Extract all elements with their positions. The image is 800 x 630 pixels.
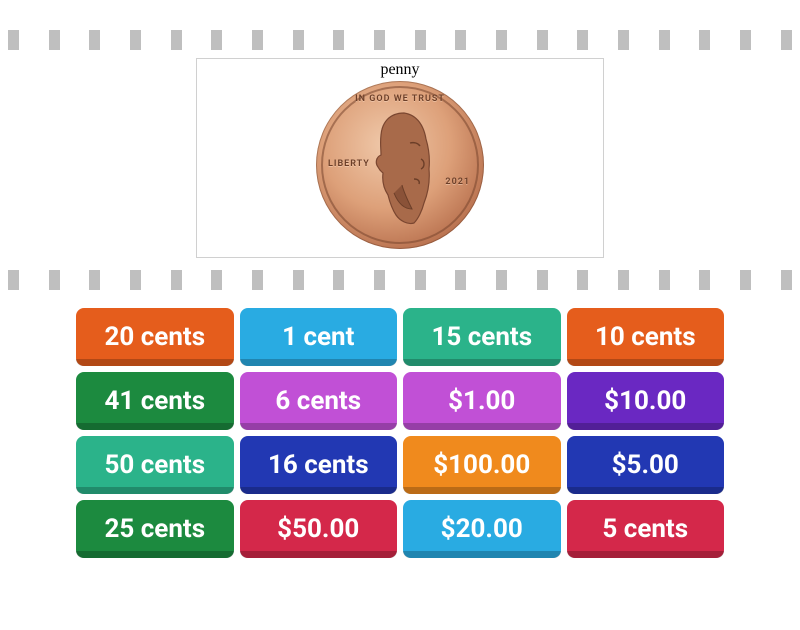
filmstrip-dash (455, 270, 466, 290)
filmstrip-top (0, 30, 800, 50)
answer-tile[interactable]: $5.00 (567, 436, 725, 494)
filmstrip-dash (537, 270, 548, 290)
answer-tile-label: $50.00 (277, 514, 359, 544)
answer-tile-label: 5 cents (602, 514, 688, 544)
filmstrip-dash (171, 270, 182, 290)
filmstrip-dash (781, 270, 792, 290)
answer-tile-label: $100.00 (433, 450, 530, 480)
answer-tile-label: 16 cents (268, 450, 369, 480)
filmstrip-dash (333, 270, 344, 290)
filmstrip-dash (8, 270, 19, 290)
answer-tile-label: $1.00 (448, 386, 515, 416)
filmstrip-dash (374, 270, 385, 290)
answer-tile-label: $20.00 (441, 514, 523, 544)
answer-tile[interactable]: 1 cent (240, 308, 398, 366)
filmstrip-dash (415, 270, 426, 290)
filmstrip-dash (252, 270, 263, 290)
answer-tile[interactable]: $10.00 (567, 372, 725, 430)
filmstrip-dash (252, 30, 263, 50)
answer-tile[interactable]: 20 cents (76, 308, 234, 366)
filmstrip-dash (781, 30, 792, 50)
filmstrip-dash (496, 30, 507, 50)
filmstrip-dash (49, 270, 60, 290)
answer-tile[interactable]: 16 cents (240, 436, 398, 494)
answer-tile[interactable]: $100.00 (403, 436, 561, 494)
answer-tile[interactable]: 6 cents (240, 372, 398, 430)
filmstrip-dash (171, 30, 182, 50)
filmstrip-dash (211, 30, 222, 50)
filmstrip-mid (0, 270, 800, 290)
answer-tile-label: $10.00 (604, 386, 686, 416)
filmstrip-dash (740, 270, 751, 290)
coin-year: 2021 (445, 177, 470, 187)
filmstrip-dash (415, 30, 426, 50)
answer-tile-label: 15 cents (431, 322, 532, 352)
filmstrip-dash (659, 30, 670, 50)
answer-tile-label: 10 cents (595, 322, 696, 352)
coin-motto: IN GOD WE TRUST (316, 94, 484, 104)
filmstrip-dash (496, 270, 507, 290)
answer-tile-label: 1 cent (282, 322, 354, 352)
filmstrip-dash (333, 30, 344, 50)
answer-tile-label: 41 cents (104, 386, 205, 416)
filmstrip-dash (8, 30, 19, 50)
filmstrip-dash (577, 30, 588, 50)
filmstrip-dash (293, 270, 304, 290)
filmstrip-dash (130, 270, 141, 290)
filmstrip-dash (740, 30, 751, 50)
filmstrip-dash (659, 270, 670, 290)
filmstrip-dash (618, 270, 629, 290)
answer-tile-label: 25 cents (104, 514, 205, 544)
answer-tile[interactable]: $20.00 (403, 500, 561, 558)
prompt-label: penny (380, 61, 419, 79)
filmstrip-dash (89, 270, 100, 290)
filmstrip-dash (374, 30, 385, 50)
answer-grid: 20 cents 1 cent 15 cents 10 cents 41 cents 6 … (76, 308, 724, 558)
answer-tile[interactable]: 15 cents (403, 308, 561, 366)
answer-tile[interactable]: 50 cents (76, 436, 234, 494)
answer-tile-label: 50 cents (104, 450, 205, 480)
answer-tile[interactable]: 41 cents (76, 372, 234, 430)
filmstrip-dash (130, 30, 141, 50)
answer-tile[interactable]: $50.00 (240, 500, 398, 558)
answer-tile-label: 6 cents (275, 386, 361, 416)
filmstrip-dash (618, 30, 629, 50)
answer-tile-label: 20 cents (104, 322, 205, 352)
filmstrip-dash (211, 270, 222, 290)
filmstrip-dash (293, 30, 304, 50)
filmstrip-dash (537, 30, 548, 50)
answer-tile[interactable]: 10 cents (567, 308, 725, 366)
filmstrip-dash (455, 30, 466, 50)
answer-tile[interactable]: 5 cents (567, 500, 725, 558)
filmstrip-dash (89, 30, 100, 50)
prompt-card: penny IN GOD WE TRUST LIBERTY 2021 (196, 58, 604, 258)
answer-tile-label: $5.00 (612, 450, 679, 480)
lincoln-profile-icon (364, 109, 444, 229)
answer-tile[interactable]: $1.00 (403, 372, 561, 430)
answer-tile[interactable]: 25 cents (76, 500, 234, 558)
filmstrip-dash (577, 270, 588, 290)
penny-coin-image: IN GOD WE TRUST LIBERTY 2021 (316, 81, 484, 249)
filmstrip-dash (699, 30, 710, 50)
filmstrip-dash (699, 270, 710, 290)
filmstrip-dash (49, 30, 60, 50)
